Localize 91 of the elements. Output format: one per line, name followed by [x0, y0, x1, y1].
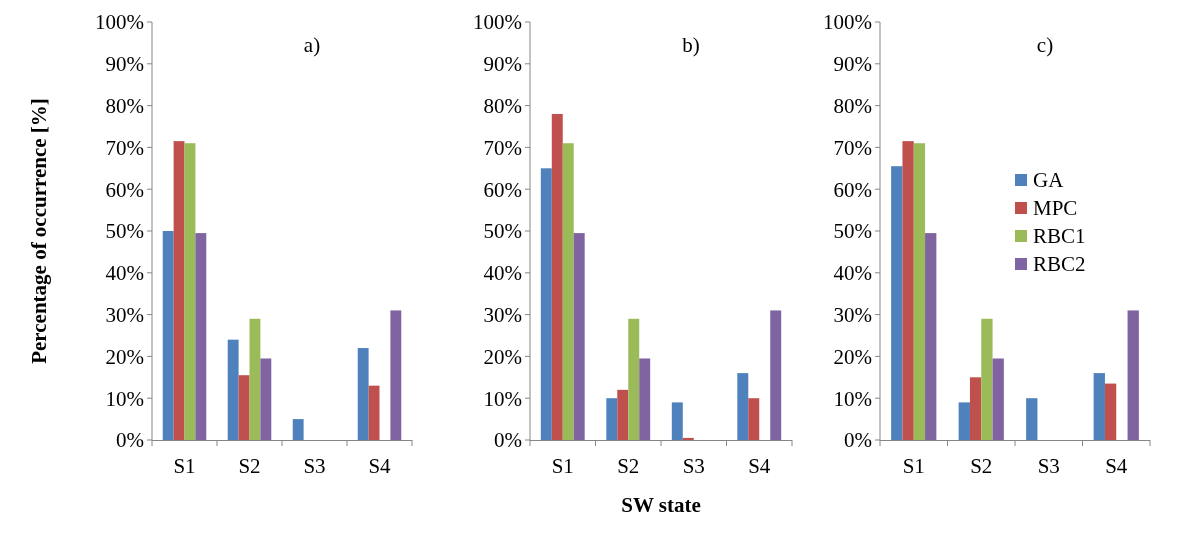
y-tick-label: 40% [105, 261, 144, 286]
bar [902, 141, 914, 440]
annotation: a) [303, 33, 321, 57]
y-axis-title: Percentage of occurrence [%] [27, 98, 51, 364]
bar [958, 402, 970, 440]
bar [748, 398, 760, 440]
bar [891, 166, 903, 440]
y-tick-label: 20% [105, 344, 144, 369]
bar [737, 373, 749, 440]
y-tick-label: 0% [844, 428, 872, 453]
y-tick-label: 60% [105, 177, 144, 202]
y-tick-label: 30% [833, 302, 872, 327]
legend-label: RBC1 [1033, 224, 1086, 249]
y-tick-label: 70% [833, 135, 872, 160]
y-tick-label: 90% [483, 52, 522, 77]
x-tick-label: S4 [1105, 454, 1128, 478]
bar [925, 233, 937, 440]
bar [573, 233, 585, 440]
bar [184, 143, 196, 440]
x-tick-label: S2 [238, 454, 261, 478]
y-tick-label: 30% [483, 302, 522, 327]
bar [671, 402, 683, 440]
y-tick-label: 90% [833, 52, 872, 77]
x-tick-label: S4 [368, 454, 392, 478]
y-tick-label: 80% [833, 93, 872, 118]
bar [195, 233, 207, 440]
y-tick-label: 90% [105, 52, 144, 77]
bar [913, 143, 926, 440]
bar [540, 168, 552, 440]
x-tick-label: S2 [617, 454, 640, 478]
annotation: b) [682, 33, 700, 57]
y-tick-label: 10% [105, 386, 144, 411]
bar [1093, 373, 1105, 440]
bar [617, 389, 629, 440]
bar [292, 419, 304, 440]
annotation: c) [1036, 33, 1054, 57]
x-tick-label: S1 [173, 454, 196, 478]
y-tick-label: 80% [483, 93, 522, 118]
x-tick-label: S3 [1037, 454, 1060, 478]
y-tick-label: 100% [95, 10, 144, 35]
bar [390, 310, 402, 440]
y-tick-label: 40% [483, 261, 522, 286]
y-tick-label: 60% [833, 177, 872, 202]
bar [227, 339, 239, 440]
bar [357, 348, 369, 440]
y-tick-label: 30% [105, 302, 144, 327]
x-tick-label: S4 [748, 454, 771, 478]
bar [628, 318, 640, 440]
y-tick-label: 50% [483, 219, 522, 244]
y-tick-label: 20% [833, 344, 872, 369]
bar [551, 113, 563, 440]
y-tick-label: 40% [833, 261, 872, 286]
y-tick-label: 70% [483, 135, 522, 160]
y-tick-label: 80% [105, 93, 144, 118]
bar [162, 231, 174, 440]
x-tick-label: S3 [682, 454, 705, 478]
legend-label: MPC [1033, 196, 1078, 221]
bar [770, 310, 782, 440]
y-tick-label: 100% [473, 10, 522, 35]
x-tick-label: S1 [551, 454, 574, 478]
y-tick-label: 10% [483, 386, 522, 411]
bar [173, 141, 185, 440]
bar [606, 398, 618, 440]
bar [639, 358, 651, 440]
y-tick-label: 100% [823, 10, 872, 35]
bar [1026, 398, 1038, 440]
bar [992, 358, 1004, 440]
bar [682, 437, 694, 440]
y-tick-label: 0% [494, 428, 522, 453]
bar [249, 318, 261, 440]
x-tick-label: S3 [303, 454, 326, 478]
bar [260, 358, 272, 440]
bar [368, 385, 380, 440]
y-tick-label: 60% [483, 177, 522, 202]
legend-label: GA [1033, 168, 1065, 193]
bar [1127, 310, 1139, 440]
bar [238, 375, 250, 440]
bar [969, 377, 982, 440]
bar [562, 143, 574, 440]
bar [981, 318, 993, 440]
y-tick-label: 50% [833, 219, 872, 244]
y-tick-label: 50% [105, 219, 144, 244]
y-tick-label: 20% [483, 344, 522, 369]
y-tick-label: 10% [833, 386, 872, 411]
bar [1104, 383, 1117, 440]
y-tick-label: 70% [105, 135, 144, 160]
x-tick-label: S1 [902, 454, 925, 478]
y-tick-label: 0% [116, 428, 144, 453]
legend-label: RBC2 [1033, 252, 1086, 277]
x-axis-title: SW state [621, 493, 701, 517]
x-tick-label: S2 [970, 454, 993, 478]
